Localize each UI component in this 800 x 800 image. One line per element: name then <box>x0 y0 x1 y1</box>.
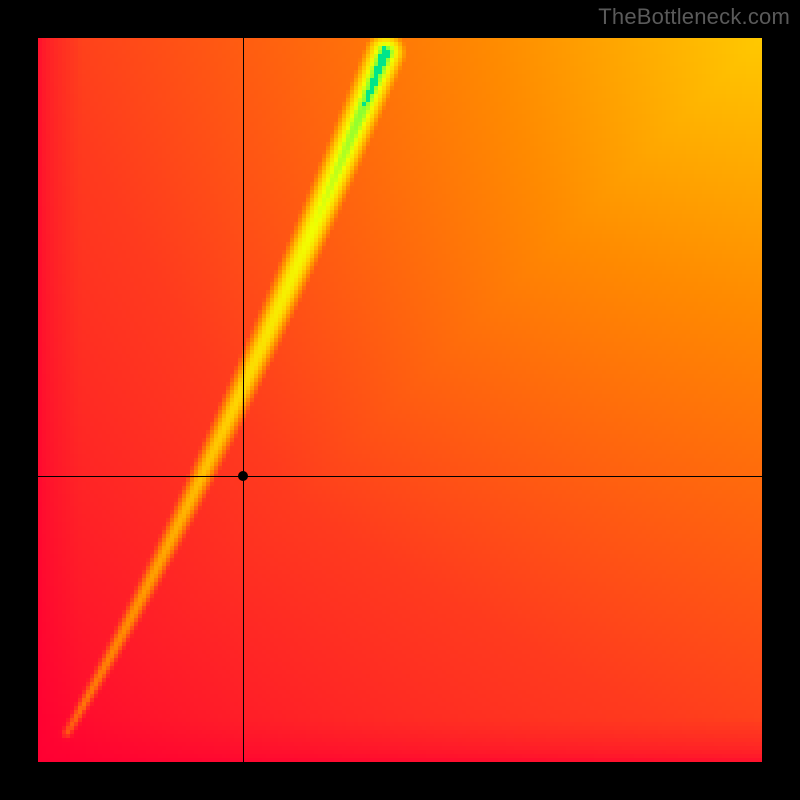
plot-area <box>38 38 762 762</box>
plot-outer-frame <box>0 0 800 800</box>
crosshair-horizontal <box>38 476 762 477</box>
crosshair-vertical <box>243 38 244 762</box>
root: TheBottleneck.com <box>0 0 800 800</box>
heatmap-canvas <box>38 38 762 762</box>
watermark-text: TheBottleneck.com <box>598 4 790 30</box>
data-point-marker <box>238 471 248 481</box>
